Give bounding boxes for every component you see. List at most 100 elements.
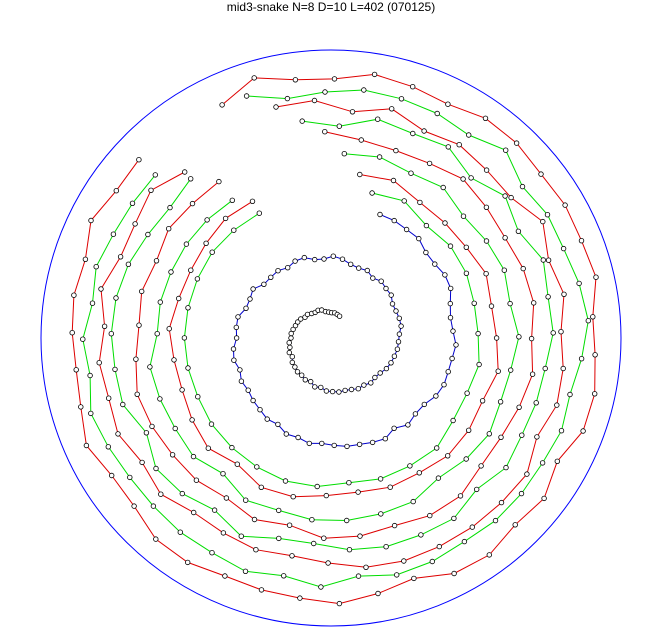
snake-path-4-vertex xyxy=(112,366,118,373)
snake-path-4-vertex xyxy=(276,535,282,542)
snake-path-1-vertex xyxy=(513,140,520,146)
snake-path-2-vertex xyxy=(429,558,435,565)
inner-snake-spiral-vertex xyxy=(450,328,456,334)
inner-snake-spiral-vertex xyxy=(394,346,401,352)
snake-path-1-vertex xyxy=(578,237,585,244)
snake-path-4-vertex xyxy=(145,231,151,238)
snake-path-5-vertex xyxy=(391,522,398,529)
snake-path-3-vertex xyxy=(561,291,567,297)
snake-path-2-vertex xyxy=(518,490,525,497)
inner-snake-spiral-vertex xyxy=(323,388,330,394)
snake-path-3-vertex xyxy=(158,491,164,497)
inner-snake-spiral-vertex xyxy=(389,301,396,307)
snake-path-4-vertex xyxy=(120,401,126,408)
snake-path-4-vertex xyxy=(383,544,389,550)
snake-path-7-vertex xyxy=(479,398,486,404)
snake-path-1-vertex xyxy=(153,536,159,542)
snake-path-4-vertex xyxy=(346,547,353,553)
snake-path-8-vertex xyxy=(229,444,235,451)
snake-path-8-vertex xyxy=(450,417,456,424)
snake-path-5-vertex xyxy=(165,225,172,232)
snake-path-5-vertex xyxy=(529,371,536,377)
snake-path-3-vertex xyxy=(469,524,475,530)
snake-path-5-vertex xyxy=(189,200,196,207)
snake-path-6-vertex xyxy=(460,213,467,219)
inner-snake-spiral-vertex xyxy=(336,389,342,395)
inner-snake-spiral-vertex xyxy=(301,254,307,261)
snake-path-8-vertex xyxy=(254,464,260,470)
snake-path-3-vertex xyxy=(560,365,566,372)
snake-path-4-vertex xyxy=(515,228,522,234)
inner-snake-spiral-vertex xyxy=(441,382,447,388)
snake-path-6-vertex xyxy=(341,150,347,157)
snake-path-5-vertex xyxy=(483,204,490,210)
snake-path-5-vertex xyxy=(286,522,293,528)
snake-path-4-vertex xyxy=(113,295,119,301)
snake-path-3-vertex xyxy=(105,395,112,401)
snake-path-6-vertex xyxy=(154,331,160,337)
snake-path-6-vertex xyxy=(507,300,513,307)
snake-path-2-vertex xyxy=(152,172,158,178)
inner-snake-spiral-vertex xyxy=(237,367,243,373)
snake-path-5-vertex xyxy=(321,535,327,541)
inner-snake-spiral-vertex xyxy=(421,401,427,408)
snake-path-1-vertex xyxy=(336,600,343,607)
snake-path-2-vertex xyxy=(576,280,582,287)
snake-path-2-vertex xyxy=(492,517,499,524)
snake-path-6-vertex xyxy=(435,475,442,481)
snake-path-3-vertex xyxy=(139,459,145,466)
snake-path-3-vertex xyxy=(436,543,442,550)
snake-path-1-vertex xyxy=(482,115,489,121)
snake-path-5 xyxy=(135,131,535,539)
inner-snake-spiral-vertex xyxy=(231,357,237,363)
inner-snake-spiral-vertex xyxy=(447,300,453,307)
snake-path-3-vertex xyxy=(220,530,227,536)
inner-snake-spiral-vertex xyxy=(396,331,403,337)
inner-snake-spiral-vertex xyxy=(342,387,348,394)
snake-path-3 xyxy=(98,99,565,568)
snake-path-5-vertex xyxy=(457,493,464,499)
snake-path-8-vertex xyxy=(231,227,237,233)
snake-path-4-vertex xyxy=(375,116,381,122)
snake-path-7-vertex xyxy=(442,220,448,226)
snake-path-8-vertex xyxy=(282,478,289,484)
snake-path-1-vertex xyxy=(486,552,492,558)
snake-path-7-vertex xyxy=(188,267,194,273)
snake-path-5-vertex xyxy=(498,434,504,440)
snake-path-1-vertex xyxy=(131,503,137,509)
snake-path-4-vertex xyxy=(299,118,305,124)
inner-snake-spiral-vertex xyxy=(361,382,367,388)
inner-snake-spiral-vertex xyxy=(449,355,455,362)
inner-snake-spiral-vertex xyxy=(391,353,398,359)
snake-path-6-vertex xyxy=(309,517,315,523)
snake-path-8-vertex xyxy=(434,445,440,451)
snake-path-5-vertex xyxy=(216,178,222,185)
snake-path-6-vertex xyxy=(376,154,383,160)
snake-path-6-vertex xyxy=(157,299,163,305)
snake-path-1-vertex xyxy=(78,404,84,410)
inner-snake-spiral-vertex xyxy=(312,384,318,390)
snake-path-1-vertex xyxy=(69,330,75,336)
snake-path-3-vertex xyxy=(483,167,490,173)
inner-snake-spiral-vertex xyxy=(250,397,256,404)
snake-path-4-vertex xyxy=(445,144,451,150)
inner-snake-spiral-vertex xyxy=(388,292,394,298)
snake-path-5-vertex xyxy=(502,235,508,241)
snake-path-4-vertex xyxy=(503,464,509,471)
snake-path-8-vertex xyxy=(194,276,201,282)
inner-snake-spiral-vertex xyxy=(355,386,361,392)
snake-path-1-vertex xyxy=(541,495,547,502)
snake-path-4-vertex xyxy=(519,432,525,438)
snake-path-1-vertex xyxy=(73,367,79,373)
snake-path-8-vertex xyxy=(447,243,454,249)
snake-path-1-vertex xyxy=(580,428,586,434)
snake-path-4-vertex xyxy=(187,176,194,182)
snake-path-8-vertex xyxy=(401,198,407,204)
inner-snake-spiral-vertex xyxy=(331,442,337,449)
inner-snake-spiral-vertex xyxy=(336,313,343,319)
snake-path-6-vertex xyxy=(168,269,174,275)
snake-path-7-vertex xyxy=(466,427,472,433)
snake-path-7-vertex xyxy=(445,453,451,459)
snake-path-8-vertex xyxy=(407,463,413,469)
snake-path-3-vertex xyxy=(401,558,407,564)
